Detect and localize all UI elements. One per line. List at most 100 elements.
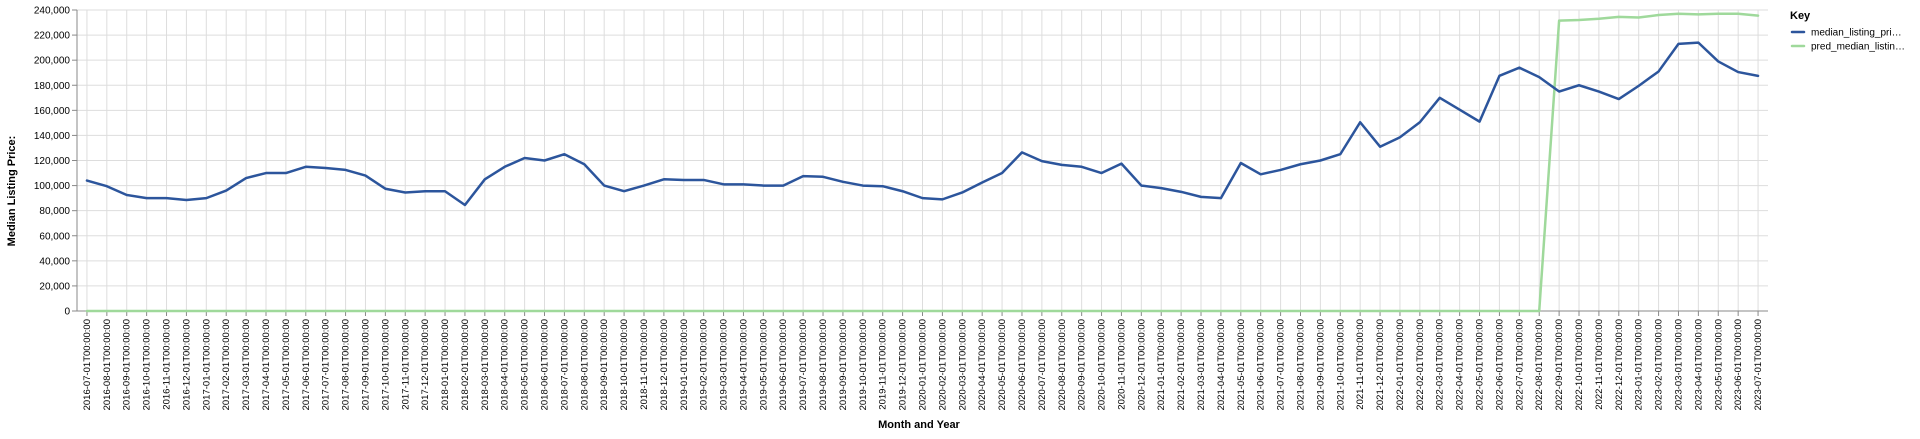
x-tick-label: 2020-05-01T00:00:00 xyxy=(997,319,1008,410)
legend-label: pred_median_listin… xyxy=(1811,42,1905,53)
x-tick-label: 2021-07-01T00:00:00 xyxy=(1276,319,1287,410)
x-tick-label: 2016-08-01T00:00:00 xyxy=(102,319,113,410)
x-tick-label: 2020-12-01T00:00:00 xyxy=(1136,319,1147,410)
x-tick-label: 2019-05-01T00:00:00 xyxy=(758,319,769,410)
x-tick-label: 2023-06-01T00:00:00 xyxy=(1733,319,1744,410)
x-tick-label: 2018-05-01T00:00:00 xyxy=(520,319,531,410)
x-tick-label: 2019-12-01T00:00:00 xyxy=(898,319,909,410)
x-tick-label: 2017-10-01T00:00:00 xyxy=(380,319,391,410)
x-axis-title: Month and Year xyxy=(878,419,960,431)
x-tick-label: 2017-05-01T00:00:00 xyxy=(281,319,292,410)
y-tick-label: 100,000 xyxy=(34,181,71,192)
x-tick-label: 2020-08-01T00:00:00 xyxy=(1057,319,1068,410)
x-tick-label: 2018-12-01T00:00:00 xyxy=(659,319,670,410)
x-tick-label: 2018-03-01T00:00:00 xyxy=(480,319,491,410)
x-tick-label: 2021-11-01T00:00:00 xyxy=(1355,319,1366,410)
x-tick-label: 2017-11-01T00:00:00 xyxy=(400,319,411,410)
x-tick-label: 2018-07-01T00:00:00 xyxy=(559,319,570,410)
x-tick-label: 2019-09-01T00:00:00 xyxy=(838,319,849,410)
y-tick-label: 20,000 xyxy=(39,281,70,292)
x-tick-label: 2022-08-01T00:00:00 xyxy=(1534,319,1545,410)
x-tick-label: 2021-03-01T00:00:00 xyxy=(1196,319,1207,410)
x-tick-label: 2021-09-01T00:00:00 xyxy=(1315,319,1326,410)
y-tick-label: 180,000 xyxy=(34,81,71,92)
x-tick-label: 2022-05-01T00:00:00 xyxy=(1475,319,1486,410)
x-tick-label: 2018-01-01T00:00:00 xyxy=(440,319,451,410)
x-tick-label: 2022-02-01T00:00:00 xyxy=(1415,319,1426,410)
x-tick-label: 2019-10-01T00:00:00 xyxy=(858,319,869,410)
y-tick-label: 160,000 xyxy=(34,106,71,117)
x-tick-label: 2022-07-01T00:00:00 xyxy=(1514,319,1525,410)
x-tick-label: 2019-04-01T00:00:00 xyxy=(738,319,749,410)
x-tick-label: 2020-03-01T00:00:00 xyxy=(957,319,968,410)
x-tick-label: 2021-06-01T00:00:00 xyxy=(1256,319,1267,410)
x-tick-label: 2022-01-01T00:00:00 xyxy=(1395,319,1406,410)
x-tick-label: 2020-07-01T00:00:00 xyxy=(1037,319,1048,410)
x-tick-label: 2022-06-01T00:00:00 xyxy=(1494,319,1505,410)
x-tick-label: 2017-02-01T00:00:00 xyxy=(221,319,232,410)
x-tick-label: 2017-12-01T00:00:00 xyxy=(420,319,431,410)
x-tick-label: 2022-04-01T00:00:00 xyxy=(1455,319,1466,410)
x-tick-label: 2017-07-01T00:00:00 xyxy=(321,319,332,410)
x-tick-label: 2017-08-01T00:00:00 xyxy=(341,319,352,410)
x-tick-label: 2023-05-01T00:00:00 xyxy=(1713,319,1724,410)
x-tick-label: 2023-03-01T00:00:00 xyxy=(1673,319,1684,410)
x-tick-label: 2020-04-01T00:00:00 xyxy=(977,319,988,410)
x-tick-label: 2019-01-01T00:00:00 xyxy=(679,319,690,410)
x-tick-label: 2021-12-01T00:00:00 xyxy=(1375,319,1386,410)
x-tick-label: 2021-04-01T00:00:00 xyxy=(1216,319,1227,410)
x-tick-label: 2023-01-01T00:00:00 xyxy=(1634,319,1645,410)
y-tick-label: 140,000 xyxy=(34,131,71,142)
x-tick-label: 2019-06-01T00:00:00 xyxy=(778,319,789,410)
x-tick-label: 2020-11-01T00:00:00 xyxy=(1116,319,1127,410)
x-tick-label: 2019-11-01T00:00:00 xyxy=(878,319,889,410)
x-tick-label: 2023-04-01T00:00:00 xyxy=(1693,319,1704,410)
x-tick-label: 2020-06-01T00:00:00 xyxy=(1017,319,1028,410)
series-layer xyxy=(85,12,1760,313)
y-tick-label: 120,000 xyxy=(34,156,71,167)
x-tick-label: 2019-03-01T00:00:00 xyxy=(719,319,730,410)
x-tick-label: 2020-09-01T00:00:00 xyxy=(1077,319,1088,410)
series-line-pred-median-listing-price xyxy=(85,12,1760,313)
x-tick-label: 2018-04-01T00:00:00 xyxy=(500,319,511,410)
y-tick-label: 220,000 xyxy=(34,31,71,42)
y-tick-label: 80,000 xyxy=(39,206,70,217)
x-tick-label: 2016-12-01T00:00:00 xyxy=(181,319,192,410)
x-tick-label: 2018-09-01T00:00:00 xyxy=(599,319,610,410)
x-tick-label: 2021-10-01T00:00:00 xyxy=(1335,319,1346,410)
x-tick-label: 2021-01-01T00:00:00 xyxy=(1156,319,1167,410)
y-tick-label: 60,000 xyxy=(39,231,70,242)
x-tick-label: 2016-10-01T00:00:00 xyxy=(142,319,153,410)
y-tick-label: 0 xyxy=(64,307,70,318)
x-tick-label: 2018-02-01T00:00:00 xyxy=(460,319,471,410)
x-tick-label: 2017-01-01T00:00:00 xyxy=(201,319,212,410)
x-tick-label: 2023-07-01T00:00:00 xyxy=(1753,319,1764,410)
legend-title: Key xyxy=(1790,10,1811,22)
x-tick-label: 2022-12-01T00:00:00 xyxy=(1614,319,1625,410)
x-tick-label: 2022-10-01T00:00:00 xyxy=(1574,319,1585,410)
legend: Key median_listing_pri… pred_median_listi… xyxy=(1790,10,1905,53)
x-tick-label: 2017-09-01T00:00:00 xyxy=(360,319,371,410)
x-tick-label: 2021-02-01T00:00:00 xyxy=(1176,319,1187,410)
x-tick-label: 2023-02-01T00:00:00 xyxy=(1654,319,1665,410)
x-tick-label: 2018-06-01T00:00:00 xyxy=(540,319,551,410)
x-tick-label: 2019-07-01T00:00:00 xyxy=(798,319,809,410)
x-tick-label: 2022-03-01T00:00:00 xyxy=(1435,319,1446,410)
series-line-median-listing-price xyxy=(85,41,1760,207)
y-tick-label: 240,000 xyxy=(34,6,71,17)
y-tick-label: 40,000 xyxy=(39,256,70,267)
x-tick-label: 2020-10-01T00:00:00 xyxy=(1097,319,1108,410)
x-tick-label: 2016-11-01T00:00:00 xyxy=(162,319,173,410)
x-tick-label: 2020-02-01T00:00:00 xyxy=(937,319,948,410)
legend-label: median_listing_pri… xyxy=(1811,28,1902,39)
x-tick-label: 2021-08-01T00:00:00 xyxy=(1295,319,1306,410)
axis-layer: 0 20,000 40,000 60,000 80,000 100,000 120,000 1… xyxy=(34,6,1768,410)
x-tick-label: 2016-07-01T00:00:00 xyxy=(82,319,93,410)
x-tick-label: 2017-03-01T00:00:00 xyxy=(241,319,252,410)
x-tick-label: 2019-08-01T00:00:00 xyxy=(818,319,829,410)
x-tick-label: 2018-11-01T00:00:00 xyxy=(639,319,650,410)
grid-layer xyxy=(77,9,1768,312)
x-tick-label: 2018-10-01T00:00:00 xyxy=(619,319,630,410)
